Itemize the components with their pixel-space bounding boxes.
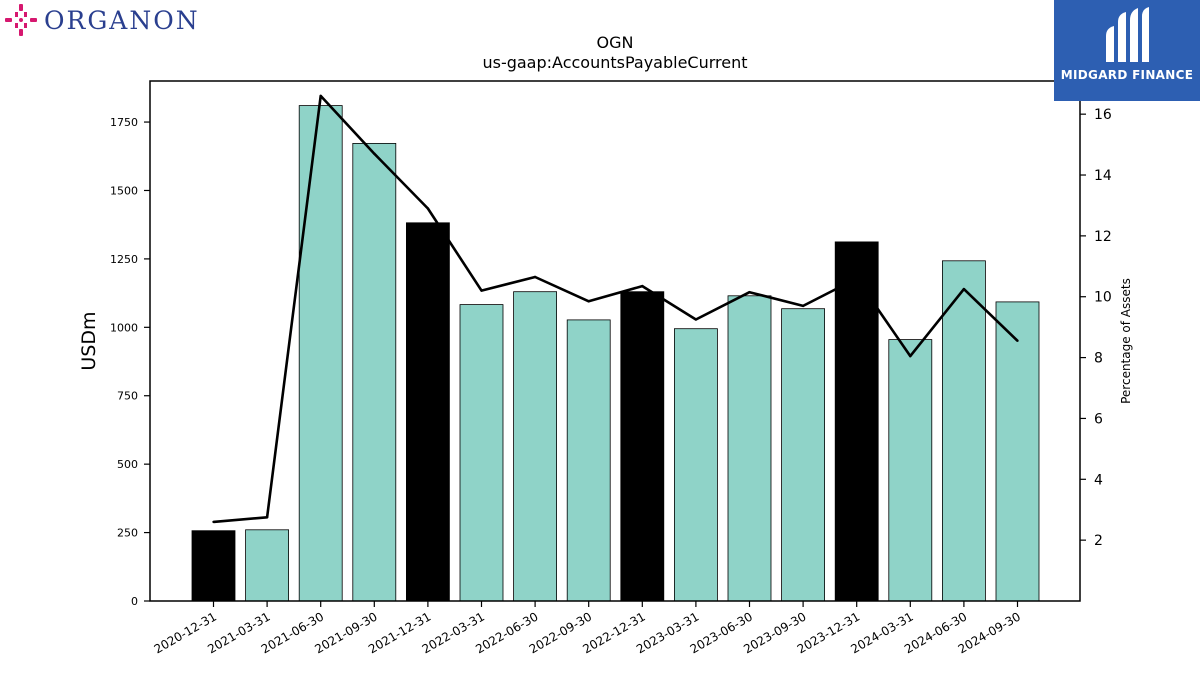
bar-2022-06-30 <box>513 291 557 602</box>
line-point-2021-06-30 <box>319 94 322 98</box>
line-point-2024-09-30 <box>1016 339 1019 342</box>
bar-2021-09-30 <box>352 142 397 602</box>
bar-2022-09-30 <box>566 319 611 602</box>
bar-2024-06-30 <box>942 260 986 602</box>
line-point-2022-09-30 <box>587 300 590 303</box>
y-axis-label: USDm <box>78 311 100 370</box>
y-tick-label: 1750 <box>110 116 138 129</box>
organon-wordmark: ORGANON <box>44 5 200 35</box>
y2-tick-label: 8 <box>1094 351 1103 367</box>
y-tick-label: 250 <box>117 527 138 540</box>
bar-2021-06-30 <box>298 105 343 602</box>
y2-tick-label: 10 <box>1094 290 1112 306</box>
line-point-2024-03-31 <box>909 354 912 358</box>
line-point-2023-06-30 <box>748 291 751 294</box>
y-axis-left: 0 250 500 750 1000 1250 1500 1750 <box>110 116 150 608</box>
bar-2023-03-31 <box>674 328 718 602</box>
midgard-finance-logo: MIDGARD FINANCE <box>1054 0 1200 101</box>
line-point-2023-03-31 <box>694 318 698 321</box>
y2-tick-label: 4 <box>1094 472 1103 488</box>
line-point-2022-06-30 <box>533 275 537 279</box>
y2-tick-label: 2 <box>1094 533 1103 549</box>
bar-2023-09-30 <box>781 308 825 602</box>
line-point-2023-12-31 <box>855 277 858 280</box>
line-point-2021-12-31 <box>426 207 430 210</box>
line-point-2024-06-30 <box>962 287 966 291</box>
line-point-2021-09-30 <box>373 152 376 155</box>
bar-2021-12-31 <box>405 222 450 602</box>
y-tick-label: 1250 <box>110 253 138 266</box>
y2-tick-label: 12 <box>1094 229 1112 245</box>
organon-mark-icon <box>5 4 37 36</box>
y-axis-right: 2 4 6 8 10 12 14 16 <box>1080 107 1112 549</box>
chart-subtitle: us-gaap:AccountsPayableCurrent <box>482 53 747 72</box>
bar-2022-12-31 <box>620 291 665 602</box>
y-tick-label: 750 <box>117 390 138 403</box>
bar-group <box>191 105 1040 602</box>
line-point-2021-03-31 <box>265 516 269 519</box>
y-tick-label: 1500 <box>110 184 138 197</box>
y-tick-label: 0 <box>131 595 138 608</box>
y-tick-label: 1000 <box>110 321 138 334</box>
bar-2023-12-31 <box>834 241 879 602</box>
midgard-wordmark: MIDGARD FINANCE <box>1060 68 1194 82</box>
line-point-2023-09-30 <box>801 304 805 308</box>
chart-title: OGN <box>597 33 634 52</box>
y2-tick-label: 6 <box>1094 411 1103 427</box>
bar-2020-12-31 <box>191 530 236 602</box>
bar-2024-03-31 <box>888 339 933 602</box>
line-point-2020-12-31 <box>212 520 215 524</box>
organon-logo: ORGANON <box>4 2 219 38</box>
percentage-line <box>213 94 1019 524</box>
line-point-2022-03-31 <box>480 289 483 292</box>
plot-frame <box>149 80 1081 602</box>
bar-2022-03-31 <box>459 304 504 602</box>
midgard-mark-icon <box>1106 7 1149 62</box>
y2-axis-label: Percentage of Assets <box>1119 278 1133 404</box>
line-point-2022-12-31 <box>641 284 644 288</box>
bar-2023-06-30 <box>727 295 772 602</box>
y-tick-label: 500 <box>117 458 138 471</box>
y2-tick-label: 14 <box>1094 168 1112 184</box>
line-group <box>212 94 1019 524</box>
x-axis: 2020-12-312021-03-312021-06-302021-09-30… <box>152 601 1023 656</box>
bar-2024-09-30 <box>995 301 1040 602</box>
bar-2021-03-31 <box>245 529 290 602</box>
y2-tick-label: 16 <box>1094 107 1112 123</box>
